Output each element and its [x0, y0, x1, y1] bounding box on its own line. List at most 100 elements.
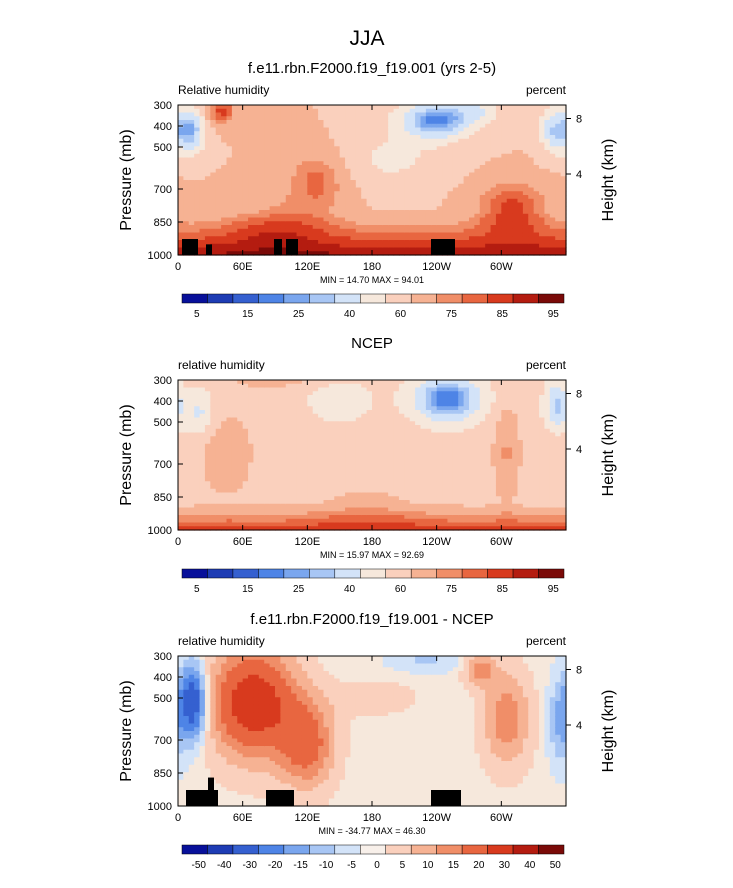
- heatmap-cell: [264, 232, 271, 237]
- heatmap-cell: [377, 127, 384, 132]
- heatmap-cell: [269, 451, 276, 456]
- heatmap-cell: [258, 240, 265, 245]
- heatmap-cell: [269, 481, 276, 486]
- heatmap-cell: [388, 428, 395, 434]
- heatmap-cell: [474, 217, 481, 222]
- heatmap-cell: [194, 217, 201, 222]
- heatmap-cell: [258, 243, 265, 249]
- heatmap-cell: [560, 187, 567, 192]
- heatmap-cell: [301, 123, 308, 129]
- heatmap-cell: [285, 473, 292, 479]
- heatmap-cell: [210, 518, 217, 524]
- heatmap-cell: [409, 210, 416, 215]
- heatmap-cell: [404, 183, 411, 189]
- heatmap-cell: [361, 395, 368, 400]
- heatmap-cell: [560, 142, 567, 147]
- heatmap-cell: [388, 436, 395, 441]
- heatmap-cell: [398, 402, 405, 407]
- heatmap-cell: [452, 172, 459, 177]
- heatmap-cell: [291, 413, 298, 419]
- heatmap-cell: [242, 413, 249, 419]
- heatmap-cell: [366, 522, 373, 527]
- heatmap-cell: [522, 191, 529, 196]
- heatmap-cell: [415, 447, 422, 452]
- heatmap-cell: [301, 458, 308, 464]
- heatmap-cell: [366, 526, 373, 531]
- heatmap-cell: [339, 451, 346, 456]
- heatmap-cell: [555, 172, 562, 177]
- heatmap-cell: [436, 146, 443, 151]
- heatmap-cell: [393, 168, 400, 174]
- heatmap-cell: [312, 413, 319, 419]
- heatmap-cell: [404, 395, 411, 400]
- heatmap-cell: [334, 466, 341, 471]
- heatmap-cell: [194, 488, 201, 494]
- heatmap-cell: [345, 425, 352, 430]
- heatmap-cell: [188, 428, 195, 434]
- heatmap-cell: [409, 492, 416, 497]
- heatmap-cell: [355, 428, 362, 434]
- heatmap-cell: [328, 191, 335, 196]
- heatmap-cell: [334, 500, 341, 505]
- heatmap-cell: [183, 380, 190, 385]
- heatmap-cell: [312, 251, 319, 256]
- heatmap-cell: [479, 123, 486, 129]
- heatmap-cell: [318, 481, 325, 486]
- heatmap-cell: [242, 421, 249, 426]
- heatmap-cell: [420, 206, 427, 211]
- heatmap-cell: [372, 172, 378, 177]
- heatmap-cell: [420, 116, 427, 121]
- heatmap-cell: [221, 236, 228, 241]
- heatmap-cell: [372, 421, 378, 426]
- heatmap-cell: [226, 187, 233, 192]
- heatmap-cell: [431, 206, 438, 211]
- heatmap-cell: [533, 150, 540, 155]
- heatmap-cell: [350, 108, 357, 114]
- heatmap-cell: [377, 202, 384, 207]
- heatmap-cell: [501, 172, 508, 177]
- heatmap-cell: [404, 488, 411, 494]
- heatmap-cell: [560, 172, 567, 177]
- heatmap-cell: [264, 492, 271, 497]
- heatmap-cell: [253, 236, 260, 241]
- heatmap-cell: [328, 432, 335, 437]
- heatmap-cell: [361, 526, 368, 531]
- heatmap-cell: [318, 172, 325, 177]
- heatmap-cell: [248, 195, 255, 200]
- heatmap-cell: [318, 413, 325, 419]
- heatmap-cell: [258, 236, 265, 241]
- heatmap-cell: [469, 105, 475, 110]
- heatmap-cell: [350, 123, 357, 129]
- heatmap-cell: [377, 398, 384, 404]
- heatmap-cell: [372, 135, 378, 140]
- heatmap-cell: [323, 500, 330, 505]
- heatmap-cell: [194, 221, 201, 226]
- heatmap-cell: [452, 112, 459, 117]
- heatmap-cell: [269, 232, 276, 237]
- heatmap-cell: [328, 131, 335, 136]
- heatmap-cell: [215, 157, 222, 162]
- heatmap-cell: [328, 146, 335, 151]
- heatmap-cell: [339, 511, 346, 516]
- heatmap-cell: [215, 443, 222, 449]
- heatmap-cell: [415, 116, 422, 121]
- heatmap-cell: [226, 138, 233, 144]
- heatmap-cell: [231, 432, 238, 437]
- heatmap-cell: [377, 165, 384, 170]
- heatmap-cell: [539, 112, 546, 117]
- heatmap-cell: [242, 236, 249, 241]
- heatmap-cell: [366, 410, 373, 415]
- heatmap-cell: [442, 391, 449, 396]
- heatmap-cell: [285, 202, 292, 207]
- heatmap-cell: [388, 462, 395, 467]
- heatmap-cell: [334, 507, 341, 512]
- heatmap-cell: [275, 522, 281, 527]
- heatmap-cell: [490, 146, 497, 151]
- heatmap-cell: [398, 410, 405, 415]
- heatmap-cell: [204, 198, 211, 204]
- heatmap-cell: [501, 232, 508, 237]
- heatmap-cell: [350, 131, 357, 136]
- heatmap-cell: [275, 425, 281, 430]
- heatmap-cell: [199, 406, 206, 411]
- heatmap-cell: [372, 511, 378, 516]
